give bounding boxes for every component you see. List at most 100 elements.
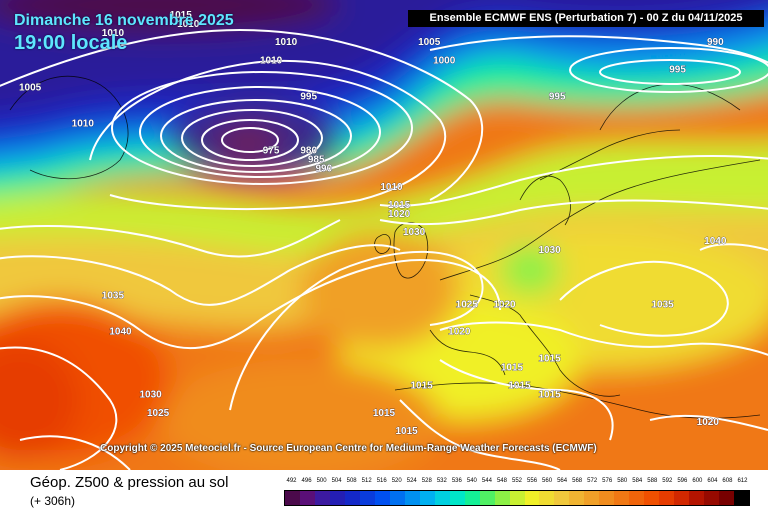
legend-value-labels: 492 496 500 504 508 512 516 520 524 528 532 536 540 5… bbox=[284, 478, 750, 488]
legend-value: 564 bbox=[557, 478, 568, 484]
legend-swatch bbox=[719, 491, 735, 505]
legend-value: 552 bbox=[511, 478, 522, 484]
forecast-map: 1015 1010 1010 1010 1010 1005 1000 995 990 995 995… bbox=[0, 0, 768, 470]
copyright-notice: Copyright © 2025 Meteociel.fr - Source E… bbox=[100, 443, 597, 454]
legend-swatch bbox=[479, 491, 495, 505]
isobar-label: 1015 bbox=[388, 200, 411, 211]
lead-time: (+ 306h) bbox=[30, 494, 76, 508]
isobar-label: 1025 bbox=[147, 408, 170, 419]
legend-value: 556 bbox=[527, 478, 538, 484]
isobar-label: 1015 bbox=[508, 381, 531, 392]
legend-value: 588 bbox=[647, 478, 658, 484]
legend-value: 612 bbox=[737, 478, 748, 484]
legend-value: 568 bbox=[572, 478, 583, 484]
isobar-label: 1035 bbox=[102, 290, 125, 301]
legend-swatch bbox=[314, 491, 330, 505]
legend-swatch bbox=[689, 491, 705, 505]
isobar-labels: 1015101010101010101010051000995990995995… bbox=[19, 10, 727, 437]
isobar-label: 1040 bbox=[109, 326, 132, 337]
legend-value: 592 bbox=[662, 478, 673, 484]
legend-swatch bbox=[434, 491, 450, 505]
isobar-label: 1010 bbox=[275, 37, 298, 48]
isobar-label: 1015 bbox=[395, 426, 418, 437]
isobar-label: 1030 bbox=[139, 390, 162, 401]
isobar-label: 980 bbox=[300, 146, 317, 157]
legend-value: 596 bbox=[677, 478, 688, 484]
isobar-label: 1010 bbox=[380, 182, 403, 193]
legend-swatch bbox=[359, 491, 375, 505]
legend-swatch bbox=[285, 491, 300, 505]
isobar-label: 1010 bbox=[177, 19, 200, 30]
legend-value: 532 bbox=[436, 478, 447, 484]
isobar-label: 975 bbox=[263, 146, 280, 157]
isobar-label: 1015 bbox=[373, 408, 396, 419]
legend-swatch bbox=[344, 491, 360, 505]
isobar-label: 1030 bbox=[538, 245, 561, 256]
legend-swatch bbox=[449, 491, 465, 505]
isobar-label: 985 bbox=[308, 155, 325, 166]
legend-swatch bbox=[659, 491, 675, 505]
isobar-label: 1020 bbox=[493, 299, 516, 310]
isobar-label: 995 bbox=[300, 91, 317, 102]
legend-swatch bbox=[299, 491, 315, 505]
isobar-label: 1040 bbox=[704, 236, 727, 247]
legend-swatch bbox=[614, 491, 630, 505]
isobar-label: 995 bbox=[669, 64, 686, 75]
isobar-label: 1015 bbox=[410, 381, 433, 392]
isobar-label: 1015 bbox=[538, 354, 561, 365]
model-run-info: Ensemble ECMWF ENS (Perturbation 7) - 00… bbox=[408, 10, 764, 27]
isobar-label: 1015 bbox=[501, 363, 524, 374]
isobar-label: 990 bbox=[707, 37, 724, 48]
isobar-label: 1030 bbox=[403, 227, 426, 238]
legend-swatch bbox=[644, 491, 660, 505]
legend-value: 500 bbox=[316, 478, 327, 484]
legend-value: 508 bbox=[346, 478, 357, 484]
isobar-label: 1010 bbox=[260, 55, 283, 66]
legend-value: 528 bbox=[421, 478, 432, 484]
legend-swatch bbox=[674, 491, 690, 505]
isobar-label: 1005 bbox=[418, 37, 441, 48]
legend-value: 536 bbox=[451, 478, 462, 484]
geopotential-field bbox=[0, 0, 768, 470]
legend-value: 580 bbox=[617, 478, 628, 484]
isobar-label: 1035 bbox=[651, 299, 674, 310]
legend-swatch bbox=[374, 491, 390, 505]
legend-value: 544 bbox=[481, 478, 492, 484]
legend-swatch bbox=[389, 491, 405, 505]
legend-swatch bbox=[629, 491, 645, 505]
legend-swatch bbox=[524, 491, 540, 505]
legend-footer: Géop. Z500 & pression au sol (+ 306h) 49… bbox=[0, 470, 768, 512]
legend-value: 608 bbox=[722, 478, 733, 484]
legend-value: 548 bbox=[496, 478, 507, 484]
legend-swatch bbox=[569, 491, 585, 505]
isobar-label: 1010 bbox=[72, 119, 95, 130]
isobar-label: 1020 bbox=[697, 417, 720, 428]
legend-value: 576 bbox=[602, 478, 613, 484]
isobar-label: 995 bbox=[549, 91, 566, 102]
legend-value: 540 bbox=[466, 478, 477, 484]
isobar-contours bbox=[0, 28, 768, 470]
legend-value: 504 bbox=[331, 478, 342, 484]
product-title: Géop. Z500 & pression au sol bbox=[30, 474, 229, 491]
legend-swatch bbox=[539, 491, 555, 505]
legend-value: 492 bbox=[286, 478, 297, 484]
legend-value: 512 bbox=[361, 478, 372, 484]
forecast-date: Dimanche 16 novembre 2025 bbox=[14, 12, 234, 29]
legend-value: 572 bbox=[587, 478, 598, 484]
isobar-label: 1015 bbox=[170, 10, 193, 21]
legend-swatch bbox=[704, 491, 720, 505]
legend-swatch bbox=[329, 491, 345, 505]
map-canvas: 1015101010101010101010051000995990995995… bbox=[0, 0, 768, 470]
legend-value: 516 bbox=[376, 478, 387, 484]
legend-swatch bbox=[509, 491, 525, 505]
isobar-label: 990 bbox=[315, 164, 332, 175]
legend-value: 520 bbox=[391, 478, 402, 484]
legend-value: 524 bbox=[406, 478, 417, 484]
isobar-label: 1005 bbox=[19, 82, 42, 93]
legend-value: 560 bbox=[542, 478, 553, 484]
legend-swatch bbox=[419, 491, 435, 505]
isobar-label: 1020 bbox=[388, 209, 411, 220]
legend-swatch bbox=[404, 491, 420, 505]
legend-swatch bbox=[554, 491, 570, 505]
isobar-label: 1020 bbox=[448, 326, 471, 337]
